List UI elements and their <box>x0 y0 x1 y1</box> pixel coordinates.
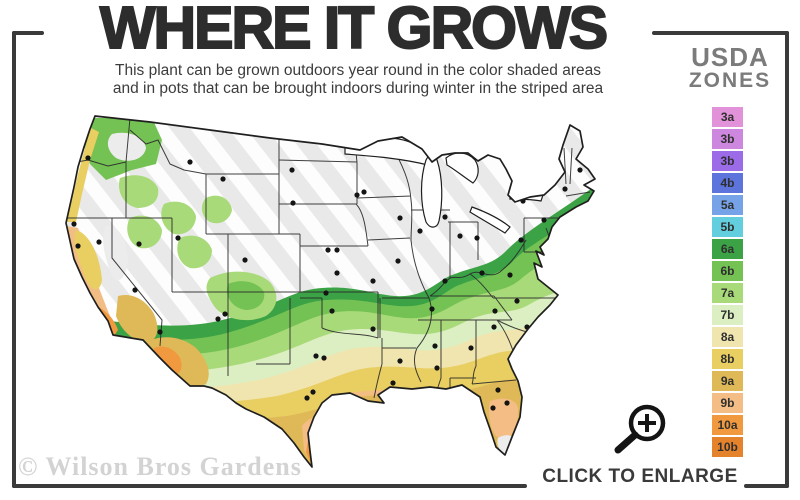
city-dot <box>289 167 295 173</box>
city-dot <box>152 378 158 384</box>
city-dot <box>495 387 501 393</box>
city-dot <box>562 186 568 192</box>
page-title: WHERE IT GROWS <box>99 0 609 62</box>
city-dot <box>104 326 110 332</box>
city-dot <box>504 400 510 406</box>
subtitle: This plant can be grown outdoors year ro… <box>58 62 658 98</box>
city-dot <box>514 298 520 304</box>
state-borders <box>66 116 591 399</box>
usda-zones-legend-header: USDA ZONES <box>684 44 776 92</box>
city-dot <box>457 233 463 239</box>
city-dot <box>313 353 319 359</box>
legend-zone-8b: 8b <box>712 349 743 369</box>
city-dot <box>175 235 181 241</box>
us-outline <box>65 115 596 468</box>
legend-zone-3a: 3a <box>712 107 743 127</box>
legend-zone-7b: 7b <box>712 305 743 325</box>
city-dot <box>492 308 498 314</box>
city-dot <box>334 270 340 276</box>
city-dot <box>474 235 480 241</box>
city-dot <box>290 200 296 206</box>
city-dot <box>220 176 226 182</box>
legend-zone-3b: 3b <box>712 129 743 149</box>
frame-border-left <box>12 31 16 488</box>
city-dot <box>397 215 403 221</box>
legend-zone-4b: 4b <box>712 173 743 193</box>
city-dot <box>187 159 193 165</box>
city-dot <box>71 221 77 227</box>
legend-zone-6b: 6b <box>712 261 743 281</box>
city-dot <box>491 324 497 330</box>
city-dot <box>75 243 81 249</box>
legend-zone-6a: 6a <box>712 239 743 259</box>
city-dot <box>334 247 340 253</box>
city-dot <box>417 228 423 234</box>
city-dot <box>96 239 102 245</box>
legend-zone-9b: 9b <box>712 393 743 413</box>
city-dot <box>157 329 163 335</box>
city-dot <box>222 311 228 317</box>
frame-border-right <box>785 31 789 488</box>
city-dot <box>325 247 331 253</box>
city-dot <box>310 389 316 395</box>
legend-zone-5b: 5b <box>712 217 743 237</box>
city-dots <box>71 155 583 433</box>
city-dot <box>304 395 310 401</box>
city-dot <box>215 316 221 322</box>
city-dot <box>577 167 583 173</box>
city-dot <box>354 192 360 198</box>
city-dot <box>321 355 327 361</box>
subtitle-line-2: and in pots that can be brought indoors … <box>112 80 604 97</box>
subtitle-line-1: This plant can be grown outdoors year ro… <box>115 62 601 79</box>
legend-title-zones: ZONES <box>688 69 772 92</box>
city-dot <box>432 343 438 349</box>
city-dot <box>429 306 435 312</box>
city-dot <box>490 405 496 411</box>
legend-zone-8a: 8a <box>712 327 743 347</box>
city-dot <box>390 380 396 386</box>
legend-zone-5a: 5a <box>712 195 743 215</box>
city-dot <box>361 189 367 195</box>
city-dot <box>442 214 448 220</box>
frame-border-top-left <box>12 31 44 35</box>
usda-zone-map[interactable] <box>60 108 665 472</box>
city-dot <box>507 272 513 278</box>
city-dot <box>541 217 547 223</box>
city-dot <box>517 427 523 433</box>
city-dot <box>518 237 524 243</box>
legend-zone-3b: 3b <box>712 151 743 171</box>
city-dot <box>85 155 91 161</box>
city-dot <box>395 258 401 264</box>
city-dot <box>329 308 335 314</box>
legend-zone-10b: 10b <box>712 437 743 457</box>
city-dot <box>442 278 448 284</box>
frame-border-bottom-right <box>744 484 789 488</box>
frame-border-top-right <box>652 31 789 35</box>
legend-title-usda: USDA <box>691 42 769 72</box>
magnifier-zoom-icon <box>614 404 666 454</box>
city-dot <box>136 241 142 247</box>
enlarge-label: CLICK TO ENLARGE <box>542 466 738 487</box>
city-dot <box>242 257 248 263</box>
legend-zone-7a: 7a <box>712 283 743 303</box>
city-dot <box>398 388 404 394</box>
city-dot <box>434 365 440 371</box>
zone-color-legend: 3a 3b 3b 4b 5a 5b 6a 6b 7a 7b 8a 8b 9a 9b 10a 10b <box>712 107 743 459</box>
frame-border-bottom-left <box>12 484 527 488</box>
city-dot <box>370 326 376 332</box>
city-dot <box>323 290 329 296</box>
city-dot <box>544 174 550 180</box>
city-dot <box>132 287 138 293</box>
city-dot <box>370 278 376 284</box>
city-dot <box>397 358 403 364</box>
watermark: © Wilson Bros Gardens <box>18 452 302 481</box>
legend-zone-10a: 10a <box>712 415 743 435</box>
click-to-enlarge-button[interactable]: CLICK TO ENLARGE <box>540 396 740 487</box>
legend-zone-9a: 9a <box>712 371 743 391</box>
city-dot <box>468 345 474 351</box>
city-dot <box>479 270 485 276</box>
